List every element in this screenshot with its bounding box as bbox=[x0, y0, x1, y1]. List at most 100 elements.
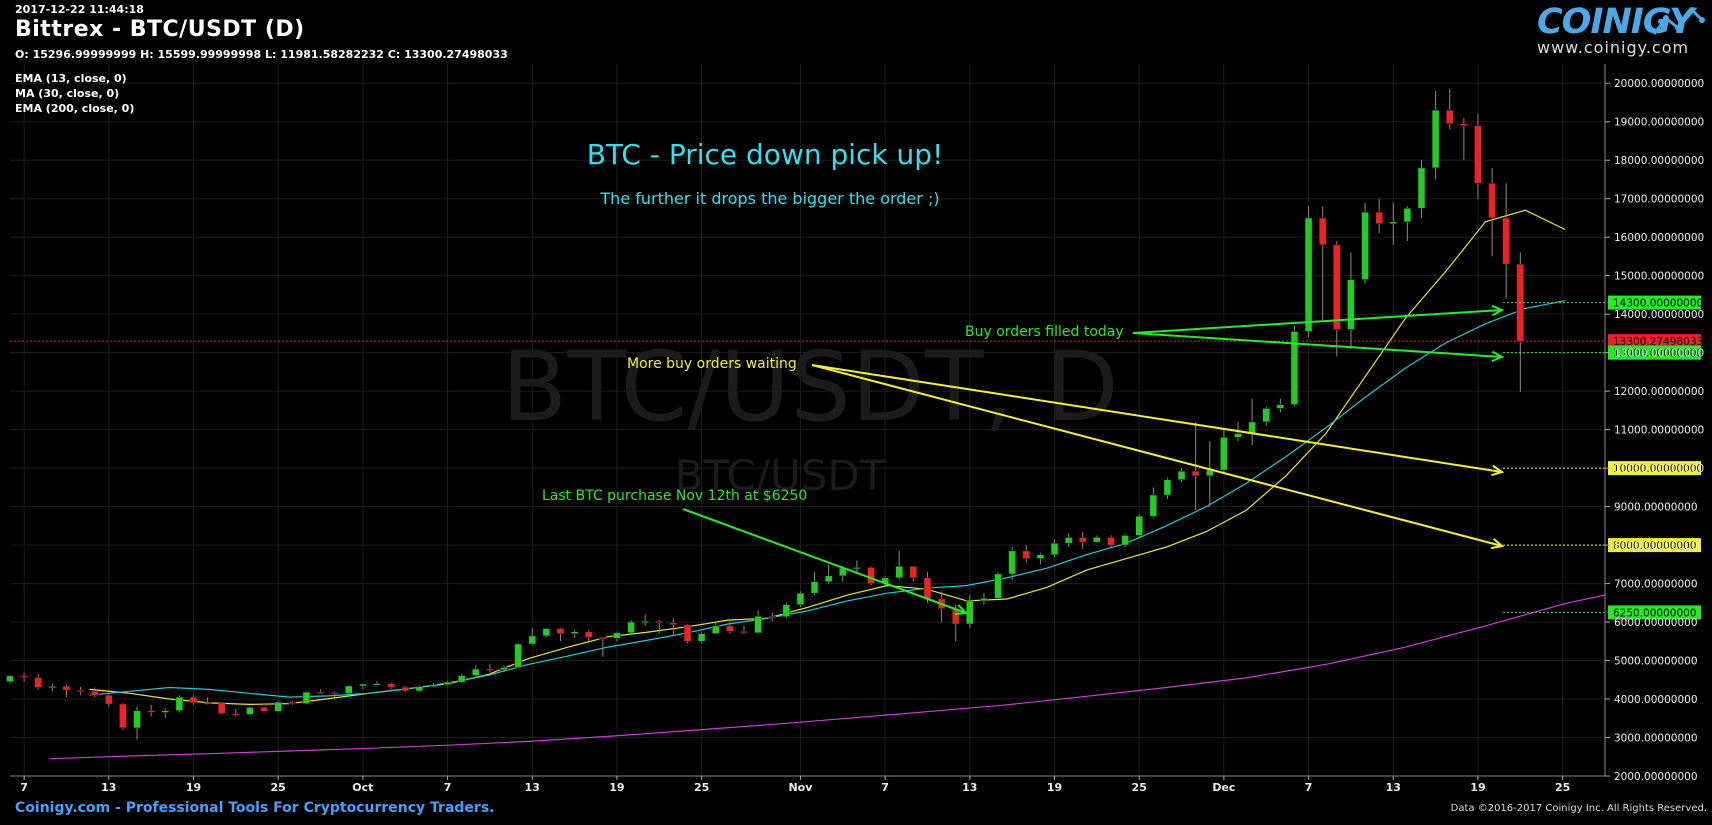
x-tick-label: 25 bbox=[1132, 781, 1147, 794]
candle bbox=[500, 665, 508, 673]
x-tick-label: 19 bbox=[1047, 781, 1062, 794]
candle bbox=[1403, 206, 1412, 242]
candle bbox=[161, 708, 170, 719]
candle bbox=[796, 591, 805, 607]
candle-body bbox=[768, 616, 776, 619]
candle bbox=[613, 631, 621, 642]
candle-body bbox=[853, 567, 861, 570]
candle-body bbox=[90, 691, 99, 696]
candle bbox=[1206, 441, 1214, 507]
candle bbox=[189, 695, 198, 705]
candle bbox=[1502, 183, 1510, 299]
candle bbox=[288, 700, 297, 705]
candle-body bbox=[274, 701, 282, 712]
candle-body bbox=[359, 683, 367, 687]
candle bbox=[570, 629, 579, 639]
candle-body bbox=[669, 622, 678, 625]
y-tick-label: 20000.00000000 bbox=[1614, 78, 1704, 90]
candle-body bbox=[1389, 221, 1398, 224]
candle-body bbox=[1121, 535, 1129, 546]
chart-timestamp: 2017-12-22 11:44:18 bbox=[15, 3, 144, 16]
candle-body bbox=[1191, 470, 1200, 477]
candle bbox=[542, 627, 551, 638]
candle bbox=[966, 595, 974, 628]
ohlc-readout: O: 15296.99999999 H: 15599.99999998 L: 1… bbox=[15, 48, 508, 61]
candle bbox=[669, 618, 678, 636]
candle bbox=[1431, 90, 1440, 180]
candle bbox=[34, 674, 42, 690]
candle-body bbox=[443, 681, 452, 686]
indicator-ma30[interactable]: MA (30, close, 0) bbox=[15, 87, 120, 100]
annotation-buy-filled: Buy orders filled today bbox=[965, 324, 1124, 340]
candle-body bbox=[514, 643, 522, 668]
candle bbox=[726, 622, 734, 634]
x-tick-label: 25 bbox=[694, 781, 709, 794]
x-tick-label: 25 bbox=[271, 781, 286, 794]
indicator-ema200[interactable]: EMA (200, close, 0) bbox=[15, 102, 135, 115]
y-tick-label: 19000.00000000 bbox=[1614, 117, 1704, 129]
x-tick-label: 7 bbox=[20, 781, 28, 794]
candle-body bbox=[1290, 331, 1299, 405]
candle bbox=[1064, 533, 1073, 548]
candle-body bbox=[486, 668, 494, 671]
indicator-ema13[interactable]: EMA (13, close, 0) bbox=[15, 72, 127, 85]
y-tick-label: 12000.00000000 bbox=[1614, 386, 1704, 398]
y-tick-label: 8000.00000000 bbox=[1614, 540, 1698, 552]
y-tick-label: 15000.00000000 bbox=[1614, 271, 1704, 283]
annotations bbox=[682, 304, 1505, 616]
candle-body bbox=[1502, 217, 1510, 265]
footer-tagline[interactable]: Coinigy.com - Professional Tools For Cry… bbox=[15, 800, 495, 816]
price-marker-label: 8000.00000000 bbox=[1613, 540, 1697, 552]
price-marker-box bbox=[1608, 334, 1701, 349]
candle bbox=[1107, 535, 1115, 548]
candle bbox=[1389, 202, 1398, 245]
y-tick-label: 16000.00000000 bbox=[1614, 232, 1704, 244]
candle-body bbox=[1107, 537, 1115, 546]
candle-body bbox=[203, 702, 212, 705]
x-tick-label: Dec bbox=[1212, 781, 1235, 794]
x-axis: 7 13 19 25 Oct 7 13 19 25 Nov 7 13 19 25 Dec 7 13 19 25 bbox=[10, 775, 1605, 794]
candle-body bbox=[1248, 421, 1256, 434]
y-tick-label: 18000.00000000 bbox=[1614, 155, 1704, 167]
annotation-more-waiting: More buy orders waiting bbox=[627, 356, 797, 372]
candle bbox=[486, 663, 494, 673]
candle bbox=[1417, 160, 1426, 218]
candle bbox=[373, 681, 381, 686]
candle bbox=[853, 560, 861, 573]
candle-body bbox=[175, 696, 184, 711]
chart-title: BTC - Price down pick up! bbox=[587, 138, 944, 171]
candle-body bbox=[1276, 404, 1285, 409]
candle-body bbox=[1022, 550, 1031, 559]
logo-chart-icon bbox=[1652, 7, 1705, 35]
candle-body bbox=[1135, 515, 1143, 536]
candle bbox=[1093, 535, 1101, 544]
chart-subtitle: The further it drops the bigger the orde… bbox=[599, 189, 939, 208]
candle bbox=[133, 706, 141, 740]
candle-body bbox=[500, 667, 508, 671]
candle-body bbox=[34, 677, 42, 688]
price-marker-box bbox=[1608, 295, 1701, 310]
candle bbox=[584, 629, 593, 642]
candle-body bbox=[1262, 408, 1270, 423]
candle bbox=[754, 610, 762, 634]
watermark-sub: BTC/USDT bbox=[675, 451, 886, 500]
candle-body bbox=[994, 573, 1002, 599]
candle-body bbox=[867, 567, 875, 584]
candle-body bbox=[966, 600, 974, 625]
candle-body bbox=[1078, 537, 1087, 543]
candle-body bbox=[1431, 109, 1440, 169]
arrow-buy-filled-lower bbox=[1132, 332, 1503, 358]
candle-body bbox=[1417, 167, 1426, 209]
candle bbox=[20, 673, 28, 682]
candle-body bbox=[810, 581, 819, 594]
candle bbox=[1078, 531, 1087, 549]
candle-body bbox=[260, 707, 268, 712]
price-marker-box bbox=[1608, 461, 1701, 476]
candle bbox=[1304, 206, 1313, 338]
candle-body bbox=[909, 565, 918, 579]
x-tick-label: 19 bbox=[609, 781, 624, 794]
candle-body bbox=[401, 686, 409, 692]
candle-body bbox=[217, 703, 226, 714]
coinigy-url[interactable]: www.coinigy.com bbox=[1537, 38, 1690, 57]
